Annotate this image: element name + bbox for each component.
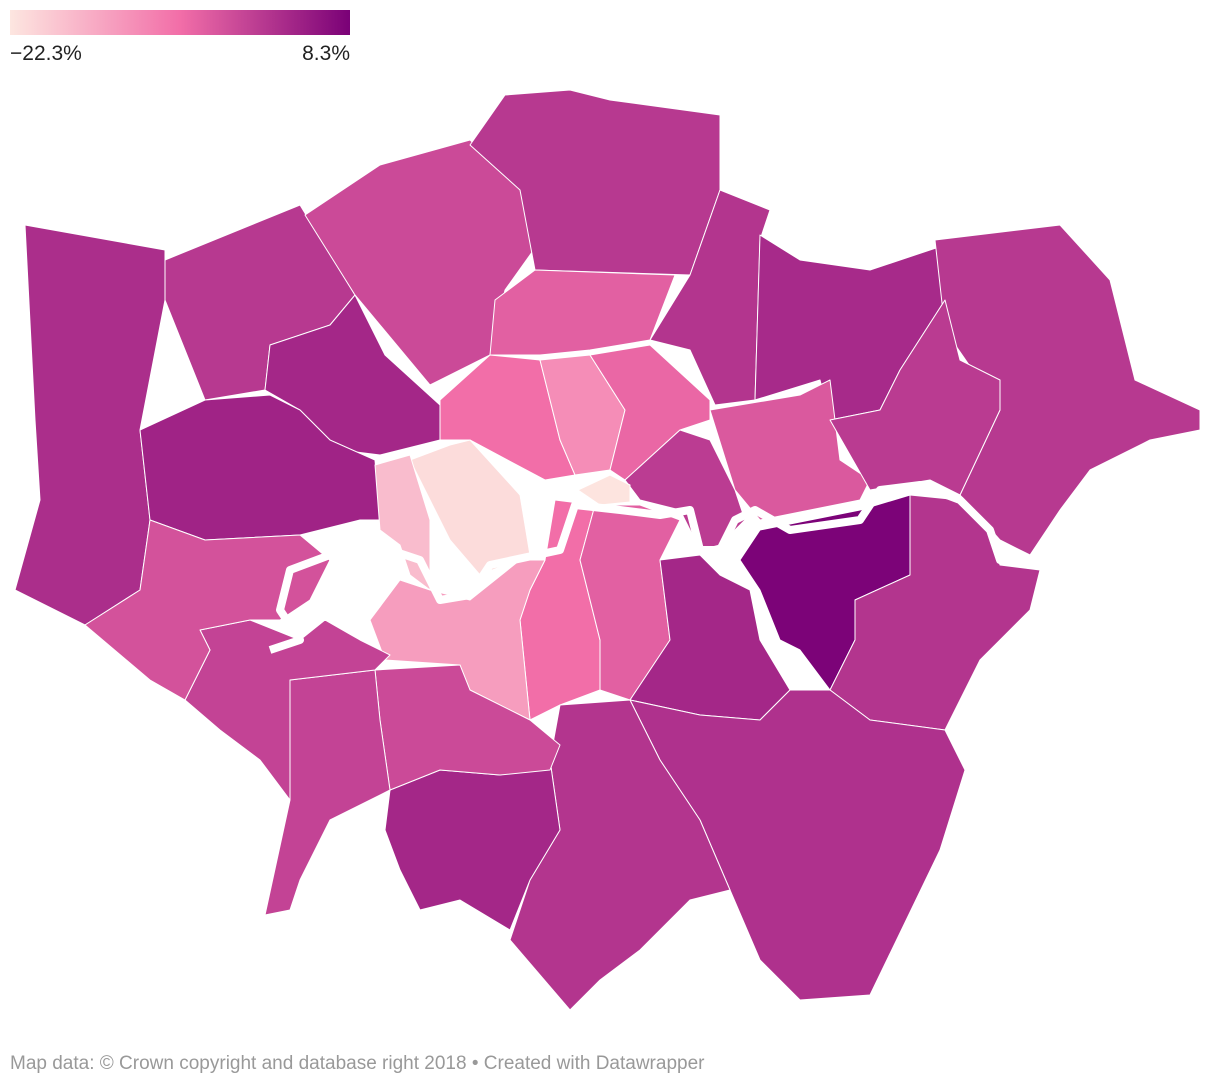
footer: Map data: © Crown copyright and database… [10, 1053, 705, 1074]
borough [14, 224, 166, 626]
borough [649, 189, 771, 406]
legend-gradient [10, 10, 350, 35]
borough [409, 439, 531, 576]
legend-min: −22.3% [10, 42, 82, 65]
borough [264, 669, 391, 916]
regions [14, 89, 1201, 1011]
river-thames [268, 481, 1031, 654]
legend-max: 8.3% [302, 42, 350, 65]
borough [469, 89, 721, 276]
borough [577, 474, 631, 506]
borough [489, 269, 676, 356]
borough [84, 519, 331, 701]
